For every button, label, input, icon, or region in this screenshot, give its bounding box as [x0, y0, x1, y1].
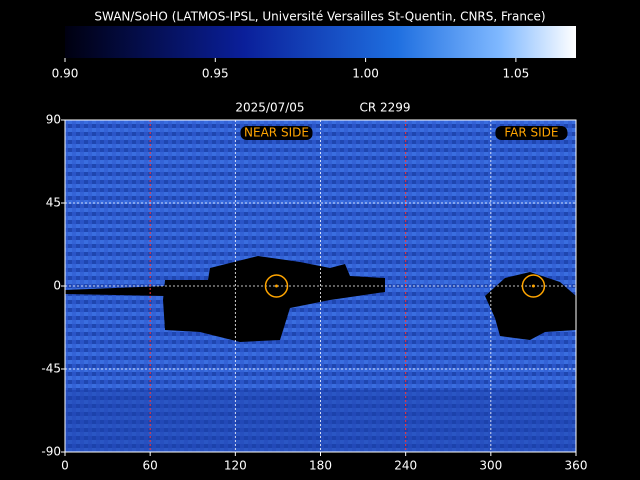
marker-label: FAR SIDE — [504, 126, 558, 140]
marker-label-bg — [495, 126, 568, 140]
y-tick-label: -45 — [41, 362, 61, 376]
x-tick-label: 60 — [143, 459, 158, 473]
x-tick-label: 240 — [394, 459, 417, 473]
colorbar-tick-label: 0.90 — [52, 67, 79, 81]
sun-marker — [521, 274, 546, 298]
sun-marker — [264, 274, 289, 298]
marker-label-bg — [240, 126, 313, 140]
sun-center — [274, 284, 278, 288]
x-tick-label: 180 — [309, 459, 332, 473]
exclusion-zone — [65, 286, 165, 296]
y-tick-label: -90 — [41, 445, 61, 459]
marker-label: NEAR SIDE — [244, 126, 309, 140]
exclusion-zone — [485, 272, 576, 340]
map-frame — [64, 119, 577, 453]
y-tick-label: 0 — [53, 279, 61, 293]
colorbar-tick-label: 0.95 — [202, 67, 229, 81]
colorbar-tick-label: 1.00 — [352, 67, 379, 81]
sun-center — [531, 284, 535, 288]
exclusion-zone — [163, 256, 385, 342]
y-tick-label: 90 — [46, 113, 61, 127]
x-tick-label: 0 — [61, 459, 69, 473]
y-tick-label: 45 — [46, 196, 61, 210]
x-tick-label: 360 — [565, 459, 588, 473]
colorbar-tick-label: 1.05 — [503, 67, 530, 81]
date: 2025/07/05 — [235, 101, 304, 115]
title: SWAN/SoHO (LATMOS-IPSL, Université Versa… — [94, 10, 545, 24]
x-tick-label: 120 — [224, 459, 247, 473]
rotation: CR 2299 — [359, 101, 410, 115]
x-tick-label: 300 — [479, 459, 502, 473]
colorbar — [65, 26, 576, 58]
